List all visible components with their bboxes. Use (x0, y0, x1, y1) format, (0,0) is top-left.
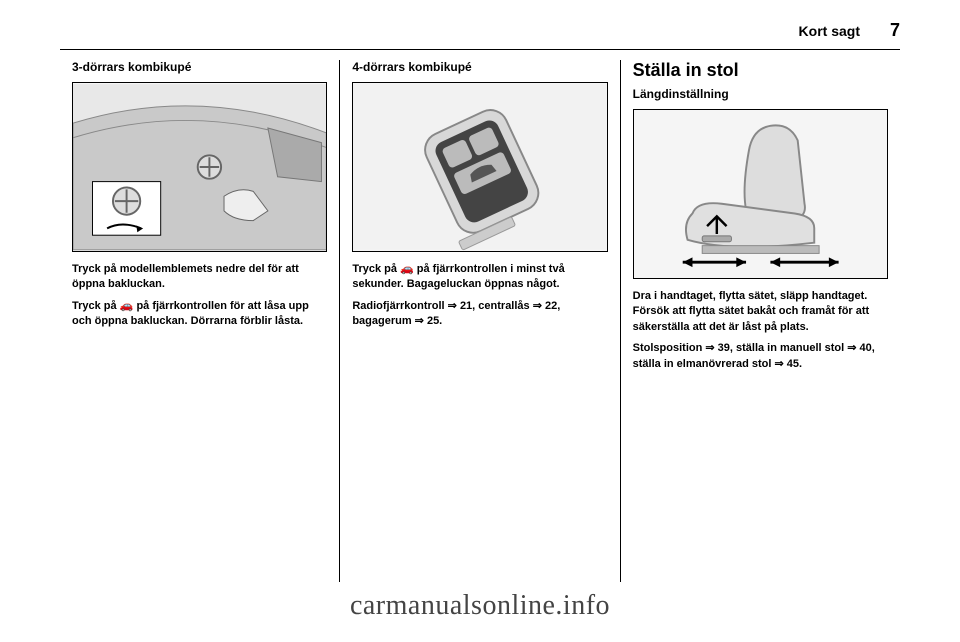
col2-para2: Radiofjärrkontroll ⇒ 21, centrallås ⇒ 22… (352, 299, 607, 330)
col1-image-trunk-emblem (72, 82, 327, 252)
key-remote-svg (353, 83, 606, 251)
col3-para2: Stolsposition ⇒ 39, ställa in manuell st… (633, 341, 888, 372)
col3-section-heading: Ställa in stol (633, 60, 888, 81)
manual-page: Kort sagt 7 3-dörrars kombikupé (0, 0, 960, 642)
col1-para1: Tryck på modellemblemets nedre del för a… (72, 262, 327, 293)
col2-image-key-remote (352, 82, 607, 252)
col1-subheading: 3-dörrars kombikupé (72, 60, 327, 74)
column-1: 3-dörrars kombikupé (60, 60, 339, 582)
column-2: 4-dörrars kombikupé (339, 60, 619, 582)
trunk-emblem-svg (73, 83, 326, 251)
page-header: Kort sagt 7 (60, 20, 900, 50)
col2-subheading: 4-dörrars kombikupé (352, 60, 607, 74)
col2-para1: Tryck på 🚗 på fjärrkontrollen i minst tv… (352, 262, 607, 293)
col3-subheading: Längdinställning (633, 87, 888, 101)
col1-para2: Tryck på 🚗 på fjärrkontrollen för att lå… (72, 299, 327, 330)
header-page-number: 7 (890, 20, 900, 41)
column-3: Ställa in stol Längdinställning (620, 60, 900, 582)
seat-adjust-svg (634, 110, 887, 278)
header-title: Kort sagt (799, 23, 860, 39)
watermark: carmanualsonline.info (0, 590, 960, 622)
col3-para1: Dra i handtaget, flytta sätet, släpp han… (633, 289, 888, 335)
content-columns: 3-dörrars kombikupé (60, 60, 900, 582)
col3-image-seat-adjust (633, 109, 888, 279)
